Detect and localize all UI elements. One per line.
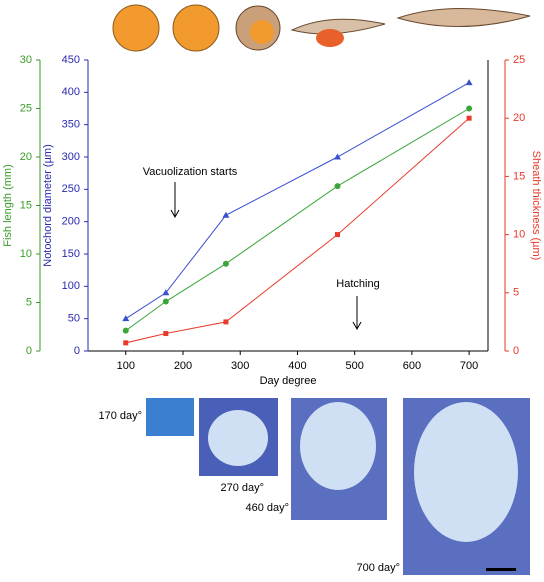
y-axis-label: Notochord diameter (µm)	[42, 144, 54, 267]
y-tick-label: 15	[513, 170, 525, 182]
y-tick-label: 0	[513, 345, 519, 357]
y-tick-label: 5	[26, 296, 32, 308]
marker	[223, 319, 229, 325]
y-tick-label: 15	[20, 199, 32, 211]
x-axis-label: Day degree	[260, 375, 317, 387]
marker	[122, 327, 129, 334]
y-tick-label: 250	[62, 183, 80, 195]
y-tick-label: 300	[62, 151, 80, 163]
y-axis-label: Fish length (mm)	[2, 164, 14, 247]
y-tick-label: 20	[513, 112, 525, 124]
x-tick-label: 400	[288, 360, 306, 372]
y-tick-label: 400	[62, 86, 80, 98]
series-line	[125, 108, 470, 332]
y-tick-label: 25	[20, 102, 32, 114]
y-tick-label: 25	[513, 54, 525, 66]
marker	[162, 298, 169, 305]
x-tick-label: 200	[174, 360, 192, 372]
image-label: 700 day°	[356, 562, 400, 574]
marker	[333, 153, 341, 160]
x-tick-label: 300	[231, 360, 249, 372]
x-tick-label: 700	[460, 360, 478, 372]
y-tick-label: 100	[62, 280, 80, 292]
arrow	[352, 296, 362, 331]
series-line	[125, 117, 470, 344]
y-tick-label: 200	[62, 216, 80, 228]
annotation: Vacuolization starts	[143, 166, 238, 178]
y-tick-label: 20	[20, 151, 32, 163]
marker	[222, 211, 230, 218]
marker	[466, 115, 472, 121]
series-line	[125, 82, 470, 320]
micrographs	[146, 398, 530, 575]
y-tick-label: 10	[20, 248, 32, 260]
image-label: 270 day°	[220, 482, 264, 494]
y-tick-label: 10	[513, 229, 525, 241]
arrow	[170, 182, 180, 219]
y-tick-label: 50	[68, 313, 80, 325]
marker	[163, 331, 169, 337]
marker	[466, 105, 473, 112]
x-tick-label: 100	[117, 360, 135, 372]
x-tick-label: 500	[345, 360, 363, 372]
x-tick-label: 600	[403, 360, 421, 372]
y-tick-label: 450	[62, 54, 80, 66]
marker	[465, 79, 473, 86]
annotation: Hatching	[336, 278, 379, 290]
y-tick-label: 350	[62, 119, 80, 131]
marker	[334, 183, 341, 190]
marker	[123, 340, 129, 346]
y-tick-label: 5	[513, 287, 519, 299]
y-tick-label: 0	[74, 345, 80, 357]
image-label: 170 day°	[98, 410, 142, 422]
stage-icons	[112, 4, 531, 52]
y-tick-label: 150	[62, 248, 80, 260]
marker	[222, 260, 229, 267]
marker	[334, 232, 340, 238]
y-tick-label: 0	[26, 345, 32, 357]
y-axis-label: Sheath thickness (µm)	[530, 151, 542, 261]
y-tick-label: 30	[20, 54, 32, 66]
marker	[122, 315, 130, 322]
marker	[162, 289, 170, 296]
image-label: 460 day°	[245, 502, 289, 514]
